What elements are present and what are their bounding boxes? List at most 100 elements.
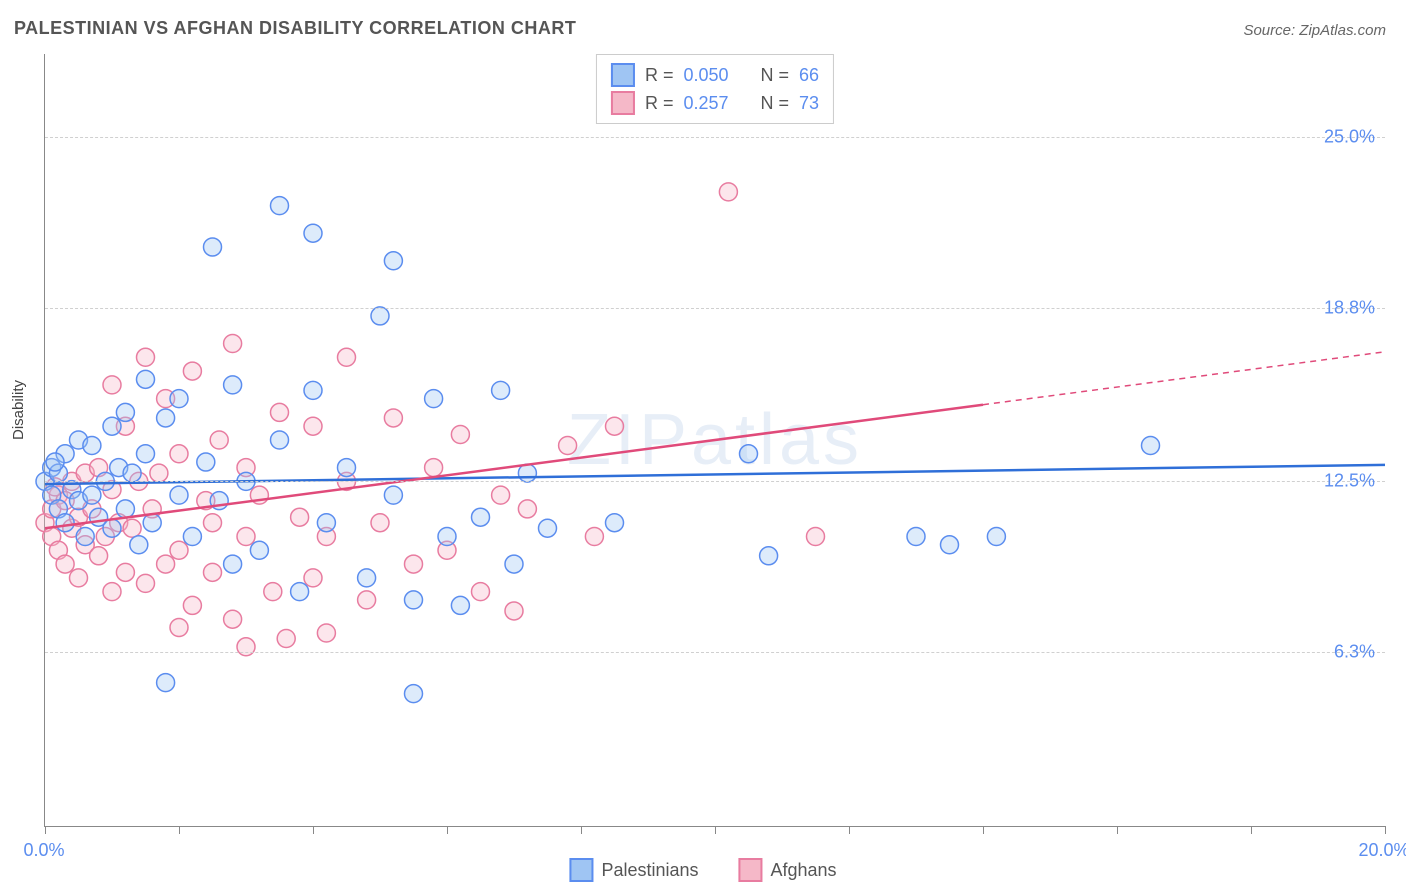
scatter-point-palestinians xyxy=(338,459,356,477)
scatter-point-palestinians xyxy=(539,519,557,537)
gridline-h xyxy=(45,308,1385,309)
scatter-point-afghans xyxy=(585,528,603,546)
scatter-point-afghans xyxy=(719,183,737,201)
stats-r-value: 0.050 xyxy=(683,65,728,86)
scatter-point-palestinians xyxy=(103,519,121,537)
scatter-point-afghans xyxy=(559,437,577,455)
scatter-point-palestinians xyxy=(304,224,322,242)
scatter-point-palestinians xyxy=(317,514,335,532)
stats-n-value: 73 xyxy=(799,93,819,114)
scatter-point-palestinians xyxy=(116,403,134,421)
scatter-point-afghans xyxy=(271,403,289,421)
x-tick xyxy=(581,826,582,834)
scatter-point-palestinians xyxy=(760,547,778,565)
stats-n-label: N = xyxy=(761,93,790,114)
stats-swatch xyxy=(611,91,635,115)
scatter-point-afghans xyxy=(150,464,168,482)
scatter-point-palestinians xyxy=(170,390,188,408)
scatter-point-afghans xyxy=(371,514,389,532)
scatter-point-palestinians xyxy=(606,514,624,532)
stats-n-value: 66 xyxy=(799,65,819,86)
gridline-h xyxy=(45,481,1385,482)
legend-label: Palestinians xyxy=(601,860,698,881)
scatter-point-palestinians xyxy=(83,486,101,504)
scatter-point-palestinians xyxy=(425,390,443,408)
scatter-point-afghans xyxy=(291,508,309,526)
scatter-point-afghans xyxy=(204,563,222,581)
scatter-point-palestinians xyxy=(740,445,758,463)
scatter-point-afghans xyxy=(103,376,121,394)
scatter-point-palestinians xyxy=(143,514,161,532)
stats-r-label: R = xyxy=(645,93,674,114)
scatter-point-palestinians xyxy=(304,381,322,399)
scatter-point-palestinians xyxy=(183,528,201,546)
scatter-point-palestinians xyxy=(197,453,215,471)
scatter-point-afghans xyxy=(56,555,74,573)
stats-swatch xyxy=(611,63,635,87)
scatter-point-palestinians xyxy=(505,555,523,573)
x-tick xyxy=(983,826,984,834)
scatter-point-palestinians xyxy=(358,569,376,587)
scatter-point-afghans xyxy=(70,569,88,587)
trend-line-afghans-dashed xyxy=(983,352,1385,405)
scatter-point-palestinians xyxy=(170,486,188,504)
scatter-point-palestinians xyxy=(384,252,402,270)
correlation-stats-box: R =0.050N =66R =0.257N =73 xyxy=(596,54,834,124)
x-tick-label: 20.0% xyxy=(1358,840,1406,861)
scatter-point-palestinians xyxy=(157,409,175,427)
scatter-point-afghans xyxy=(518,500,536,518)
x-tick xyxy=(849,826,850,834)
scatter-point-afghans xyxy=(204,514,222,532)
legend-item: Afghans xyxy=(739,858,837,882)
scatter-point-palestinians xyxy=(271,197,289,215)
scatter-point-afghans xyxy=(170,445,188,463)
scatter-point-palestinians xyxy=(492,381,510,399)
y-tick-label: 18.8% xyxy=(1324,297,1375,318)
trend-line-afghans xyxy=(45,405,983,529)
scatter-point-afghans xyxy=(492,486,510,504)
scatter-point-palestinians xyxy=(405,685,423,703)
y-tick-label: 6.3% xyxy=(1334,642,1375,663)
scatter-point-palestinians xyxy=(405,591,423,609)
scatter-point-afghans xyxy=(405,555,423,573)
scatter-point-palestinians xyxy=(130,536,148,554)
source-attribution: Source: ZipAtlas.com xyxy=(1243,22,1386,39)
scatter-plot-svg xyxy=(45,54,1385,826)
scatter-point-palestinians xyxy=(907,528,925,546)
x-tick xyxy=(715,826,716,834)
scatter-point-palestinians xyxy=(472,508,490,526)
scatter-point-afghans xyxy=(277,630,295,648)
scatter-point-palestinians xyxy=(371,307,389,325)
scatter-point-afghans xyxy=(384,409,402,427)
scatter-point-palestinians xyxy=(291,583,309,601)
legend-swatch xyxy=(739,858,763,882)
y-tick-label: 25.0% xyxy=(1324,126,1375,147)
scatter-point-afghans xyxy=(137,348,155,366)
scatter-point-afghans xyxy=(90,547,108,565)
scatter-point-palestinians xyxy=(438,528,456,546)
scatter-point-palestinians xyxy=(46,453,64,471)
gridline-h xyxy=(45,137,1385,138)
scatter-point-afghans xyxy=(304,417,322,435)
stats-row: R =0.257N =73 xyxy=(611,89,819,117)
scatter-point-palestinians xyxy=(137,445,155,463)
legend-swatch xyxy=(569,858,593,882)
x-tick xyxy=(1251,826,1252,834)
scatter-point-palestinians xyxy=(1142,437,1160,455)
scatter-point-palestinians xyxy=(103,417,121,435)
scatter-point-palestinians xyxy=(451,596,469,614)
legend: Palestinians Afghans xyxy=(569,858,836,882)
legend-label: Afghans xyxy=(771,860,837,881)
scatter-point-afghans xyxy=(472,583,490,601)
scatter-point-palestinians xyxy=(384,486,402,504)
scatter-point-afghans xyxy=(183,362,201,380)
scatter-point-afghans xyxy=(137,574,155,592)
scatter-point-palestinians xyxy=(271,431,289,449)
scatter-point-afghans xyxy=(224,610,242,628)
scatter-point-afghans xyxy=(505,602,523,620)
scatter-point-afghans xyxy=(451,425,469,443)
x-tick-label: 0.0% xyxy=(23,840,64,861)
chart-title: PALESTINIAN VS AFGHAN DISABILITY CORRELA… xyxy=(14,18,576,39)
y-axis-label: Disability xyxy=(10,380,27,440)
scatter-point-afghans xyxy=(170,541,188,559)
